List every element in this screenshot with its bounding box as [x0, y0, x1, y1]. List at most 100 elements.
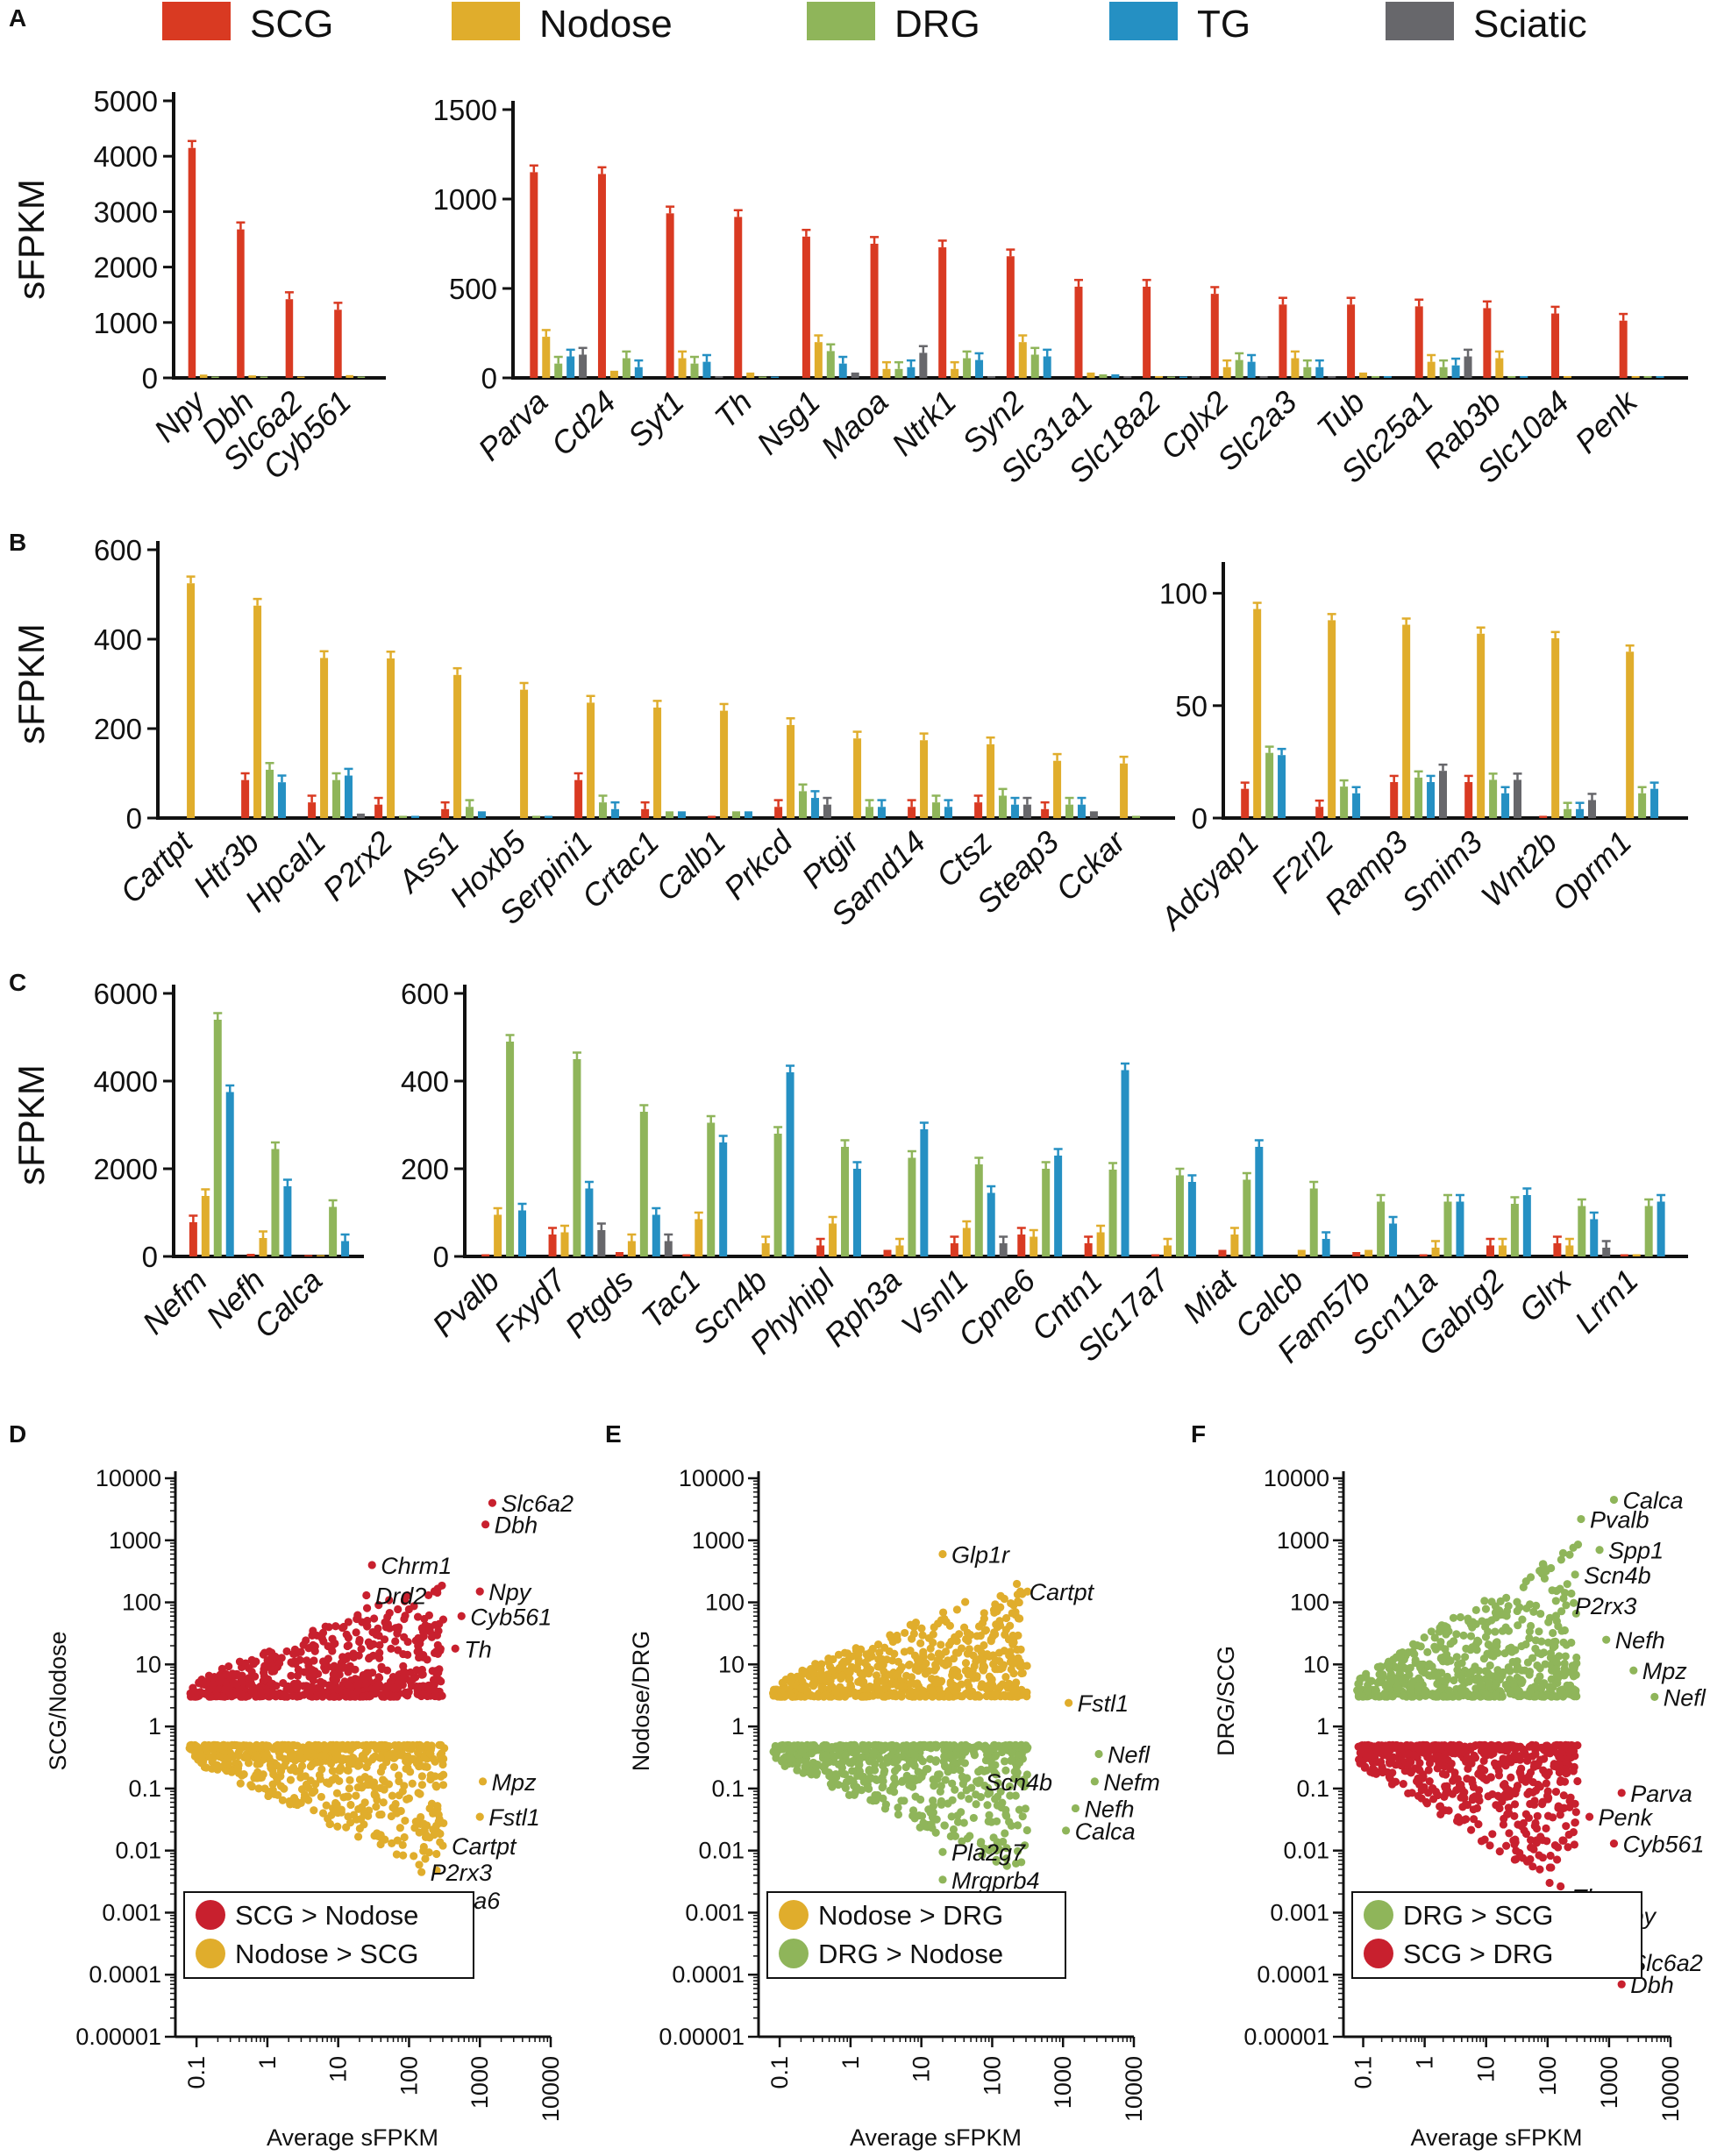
point-drg-nodose: [910, 1751, 920, 1760]
bar-lrrn1-drg: [1644, 1206, 1653, 1256]
point-scg-nodose: [399, 1667, 409, 1676]
point-nodose-drg: [927, 1652, 936, 1661]
point-scg-nodose: [435, 1665, 444, 1674]
category-label-crtac1: Crtac1: [574, 824, 666, 915]
point-drg-scg: [1439, 1692, 1448, 1701]
point-scg-drg: [1565, 1803, 1574, 1812]
point-nodose-drg: [860, 1658, 869, 1668]
y-tick-label: 400: [401, 1065, 449, 1098]
point-nodose-scg: [254, 1784, 263, 1793]
point-scg-drg: [1471, 1754, 1480, 1762]
x-tick-label: 10000: [538, 2056, 564, 2122]
point-scg-drg: [1535, 1782, 1544, 1791]
point-drg-nodose: [967, 1783, 976, 1792]
point-drg-scg: [1513, 1606, 1521, 1616]
point-scg-drg: [1551, 1787, 1561, 1797]
point-nodose-drg: [859, 1692, 868, 1701]
point-nodose-drg: [796, 1684, 806, 1693]
point-scg-nodose: [310, 1647, 319, 1655]
point-drg-nodose: [915, 1811, 923, 1820]
point-scg-nodose: [342, 1654, 351, 1663]
bar-gabrg2-nodose: [1498, 1245, 1507, 1256]
bar-p2rx2-nodose: [387, 658, 395, 818]
point-nodose-drg: [809, 1676, 818, 1685]
point-drg-nodose: [894, 1804, 902, 1812]
category-label-cckar: Cckar: [1049, 822, 1134, 907]
bar-ctsz-scg: [974, 802, 983, 818]
point-nodose-drg: [940, 1614, 949, 1624]
point-scg-nodose: [383, 1612, 392, 1622]
bar-ass1-tg: [477, 811, 486, 818]
point-drg-nodose: [1008, 1748, 1016, 1758]
point-scg-nodose: [412, 1666, 421, 1675]
point-drg-scg: [1444, 1692, 1453, 1701]
point-drg-nodose: [1002, 1844, 1011, 1853]
point-nodose-drg: [775, 1692, 784, 1701]
gene-label-nefl: Nefl: [1108, 1742, 1151, 1768]
point-drg-nodose: [879, 1794, 887, 1803]
point-nodose-scg: [220, 1741, 229, 1750]
point-drg-scg: [1567, 1638, 1576, 1647]
bar-calca-tg: [341, 1241, 350, 1256]
y-tick-label: 0.0001: [89, 1961, 161, 1988]
point-scg-drg: [1385, 1772, 1393, 1782]
point-drg-nodose: [914, 1741, 923, 1751]
bar-ptgir-tg: [877, 807, 886, 818]
point-nodose-scg: [209, 1744, 217, 1754]
point-drg-scg: [1555, 1652, 1564, 1661]
point-scg-drg: [1556, 1811, 1564, 1819]
point-drg-nodose: [878, 1783, 887, 1792]
bar-smim3-tg: [1501, 793, 1510, 818]
category-label-lrrn1: Lrrn1: [1568, 1263, 1645, 1340]
bar-miat-tg: [1255, 1147, 1264, 1256]
point-nodose-scg: [310, 1806, 318, 1815]
point-nodose-drg: [945, 1621, 954, 1630]
y-tick-label: 500: [449, 273, 497, 305]
point-scg-drg: [1488, 1830, 1497, 1839]
y-tick-label: 10000: [96, 1465, 161, 1491]
gene-label-cyb561: Cyb561: [470, 1604, 552, 1630]
gene-label-slc6a2: Slc6a2: [501, 1491, 574, 1517]
point-nodose-drg: [948, 1671, 957, 1680]
top-legend: SCG Nodose DRG TG Sciatic: [162, 2, 1587, 46]
point-drg-nodose: [865, 1767, 873, 1775]
point-scg-nodose: [399, 1649, 408, 1659]
point-drg-scg: [1557, 1607, 1566, 1616]
point-scg-nodose: [418, 1690, 427, 1699]
point-scg-nodose: [391, 1624, 400, 1633]
legend-dot-nodose-drg: [779, 1900, 809, 1930]
point-nodose-scg: [430, 1831, 438, 1839]
bar-rph3a-tg: [920, 1129, 929, 1256]
point-drg-nodose: [1015, 1805, 1024, 1814]
point-scg-nodose: [282, 1647, 291, 1656]
point-drg-scg: [1435, 1627, 1443, 1636]
point-scg-nodose: [371, 1683, 381, 1692]
point-nodose-drg: [957, 1680, 965, 1689]
point-drg-scg: [1481, 1633, 1491, 1641]
point-drg-scg: [1396, 1652, 1405, 1661]
bar-ptgds-nodose: [627, 1241, 636, 1256]
point-scg-drg: [1559, 1836, 1568, 1845]
bar-slc25a1-scg: [1414, 306, 1423, 378]
point-nodose-scg: [310, 1741, 318, 1751]
bar-ctsz-tg: [1010, 804, 1019, 818]
bar-slc17a7-tg: [1187, 1182, 1196, 1256]
x-tick-label: 10: [908, 2056, 935, 2082]
panel-letter-c: C: [9, 969, 26, 996]
point-drg-scg: [1406, 1663, 1414, 1672]
point-nodose-scg: [344, 1792, 353, 1801]
point-nodose-scg: [280, 1784, 289, 1793]
bar-tub-drg: [1371, 375, 1379, 378]
bar-steap3-scg: [1041, 808, 1050, 818]
point-scg-nodose: [267, 1667, 276, 1676]
legend-dot-nodose-scg: [196, 1939, 225, 1968]
bar-parva-sciatic: [579, 354, 588, 378]
point-drg-scg: [1468, 1643, 1477, 1652]
point-nodose-scg: [372, 1743, 381, 1752]
point-drg-nodose: [958, 1772, 966, 1781]
point-nodose-drg: [901, 1628, 909, 1638]
point-scg-drg: [1409, 1743, 1418, 1752]
point-scg-drg: [1477, 1741, 1486, 1750]
point-scg-drg: [1503, 1810, 1512, 1818]
point-drg-scg: [1561, 1652, 1570, 1661]
